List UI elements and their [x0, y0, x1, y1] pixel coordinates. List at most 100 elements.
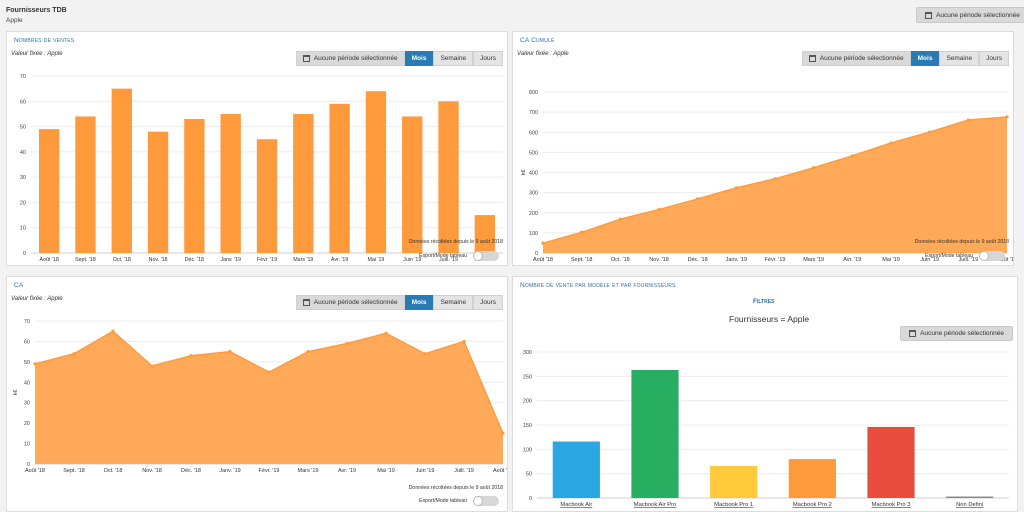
data-point [966, 118, 970, 122]
x-tick-label: Macbook Air Pro [634, 502, 677, 508]
y-axis-label: k€ [521, 170, 527, 176]
y-tick-label: 300 [529, 191, 538, 197]
x-tick-label: Juin '19 [920, 257, 939, 263]
bar [552, 441, 600, 498]
y-tick-label: 30 [20, 175, 26, 181]
calendar-icon [808, 55, 816, 62]
y-tick-label: 600 [529, 130, 538, 136]
bar [474, 215, 496, 253]
data-point [657, 207, 661, 212]
x-tick-label: Nov. '18 [142, 468, 162, 474]
chart-ca: 0 10 20 30 40 50 60 70 k€ Août '18 Sept. '18 Oct. '… [13, 319, 507, 474]
tab-mois[interactable]: Mois [404, 295, 434, 310]
chart-ventes-modele: 0 50 100 150 200 250 300 Macbook Air Macbook Air… [523, 350, 1009, 508]
data-point [33, 362, 37, 366]
y-tick-label: 50 [24, 360, 30, 366]
export-toggle[interactable] [473, 251, 499, 261]
period-button[interactable]: Aucune période sélectionnée [900, 326, 1013, 341]
bar [184, 118, 205, 253]
bar [38, 129, 60, 253]
y-tick-label: 40 [20, 150, 26, 156]
y-tick-label: 300 [523, 350, 532, 356]
tab-semaine[interactable]: Semaine [939, 51, 980, 66]
tab-semaine[interactable]: Semaine [433, 295, 474, 310]
calendar-icon [909, 330, 917, 337]
data-note: Données récoltées depuis le 9 août 2018 [408, 239, 503, 245]
data-point [423, 352, 427, 356]
x-tick-label: Macbook Air [560, 502, 592, 508]
export-toggle[interactable] [473, 496, 499, 506]
tab-mois[interactable]: Mois [910, 51, 940, 66]
data-point [189, 354, 193, 358]
panel-title: Nombres de ventes [14, 37, 75, 44]
bar [710, 465, 758, 498]
x-tick-label: Déc. '18 [688, 257, 708, 263]
x-tick-label: Janv. '19 [220, 257, 241, 263]
period-button[interactable]: Aucune période sélectionnée [801, 51, 911, 66]
bar [946, 496, 994, 498]
data-point [111, 329, 115, 333]
x-tick-label: Avr. '19 [331, 257, 348, 263]
data-point [889, 141, 893, 145]
y-tick-label: 200 [523, 399, 532, 405]
export-label: Export/Mode tableau [419, 253, 467, 259]
tab-mois[interactable]: Mois [404, 51, 434, 66]
y-tick-label: 500 [529, 150, 538, 156]
chart-ca-cumule: 0 100 200 300 400 500 600 700 800 k€ Août '18 Sept.… [521, 90, 1013, 263]
tab-jours[interactable]: Jours [979, 51, 1009, 66]
data-point [1005, 115, 1009, 119]
period-selector: Aucune période sélectionnée Mois Semaine… [801, 51, 1009, 66]
y-tick-label: 30 [24, 401, 30, 407]
x-tick-label: Mars '19 [803, 257, 824, 263]
data-point [850, 154, 854, 158]
global-period-button[interactable]: Aucune période sélectionnée [916, 7, 1024, 23]
export-label: Export/Mode tableau [419, 498, 467, 504]
data-point [541, 241, 545, 245]
y-tick-label: 250 [523, 374, 532, 380]
x-tick-label: Mai '19 [882, 257, 900, 263]
data-point [384, 331, 388, 335]
period-button[interactable]: Aucune période sélectionnée [295, 295, 405, 310]
calendar-icon [925, 11, 932, 19]
export-mode: Export/Mode tableau [925, 251, 1005, 261]
x-tick-label: Avr. '19 [338, 468, 356, 474]
x-tick-label: Mai '19 [377, 468, 395, 474]
x-tick-label: Févr. '19 [765, 257, 786, 263]
x-tick-label: Juill. '19 [958, 257, 978, 263]
period-button[interactable]: Aucune période sélectionnée [295, 51, 405, 66]
x-tick-label: Juill. '19 [454, 468, 474, 474]
tab-jours[interactable]: Jours [473, 295, 503, 310]
tab-semaine[interactable]: Semaine [433, 51, 474, 66]
data-point [928, 130, 932, 134]
y-tick-label: 60 [24, 339, 30, 345]
data-point [345, 341, 349, 346]
x-tick-label: Juill. '19 [439, 257, 458, 263]
chart-nombres-ventes: 0 10 20 30 40 50 60 70 Août '18 Sept. '18 Oct. '18… [20, 74, 503, 263]
data-point [696, 197, 700, 201]
global-period-label: Aucune période sélectionnée [936, 11, 1020, 19]
panel-nombres-ventes: Nombres de ventes Valeur fixée : Apple A… [6, 31, 508, 266]
calendar-icon [302, 55, 310, 62]
calendar-icon [302, 299, 310, 306]
x-tick-label: Août '18 [533, 257, 553, 263]
period-label: Aucune période sélectionnée [313, 55, 398, 62]
fixed-value: Valeur fixée : Apple [11, 51, 63, 57]
bar [631, 370, 679, 498]
y-tick-label: 50 [20, 125, 26, 131]
data-point [773, 177, 777, 181]
y-tick-label: 70 [24, 319, 30, 325]
bar [329, 103, 350, 253]
x-tick-label: Nov. '18 [149, 257, 168, 263]
x-tick-label: Mai '19 [367, 257, 384, 263]
bar [788, 459, 836, 498]
x-tick-label: Juin '19 [416, 468, 435, 474]
y-tick-label: 100 [523, 447, 532, 453]
data-point [580, 230, 584, 234]
data-point [462, 339, 466, 344]
x-tick-label: Avr. '19 [843, 257, 861, 263]
bar [220, 113, 241, 253]
tab-jours[interactable]: Jours [473, 51, 503, 66]
data-note: Données récoltées depuis le 9 août 2018 [914, 239, 1009, 245]
x-tick-label: Nov. '18 [649, 257, 669, 263]
export-toggle[interactable] [979, 251, 1005, 261]
